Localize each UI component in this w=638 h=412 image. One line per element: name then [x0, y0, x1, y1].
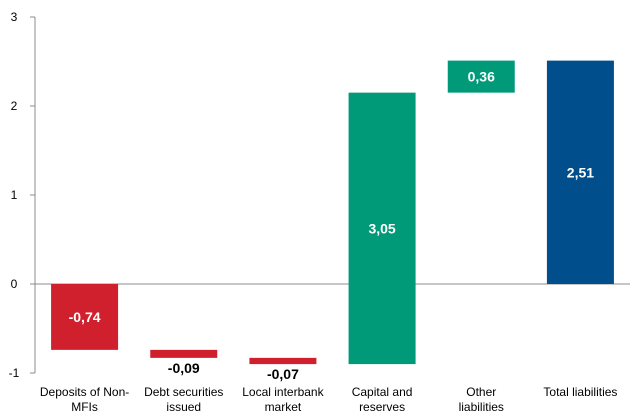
- bar: [546, 60, 614, 284]
- data-label: 3,05: [368, 220, 395, 236]
- category-label-line: MFIs: [71, 400, 98, 412]
- category-label: Total liabilities: [543, 385, 617, 399]
- category-layer: Deposits of Non-MFIs Debt securities issue…: [40, 385, 618, 412]
- category-label-line: reserves: [359, 400, 405, 412]
- label-layer: -0,74 -0,09 -0,07 3,05 0,36 2,51: [69, 69, 595, 382]
- y-tick-label: 3: [11, 10, 18, 24]
- data-label: -0,09: [168, 360, 200, 376]
- category-label: Local interbank market: [242, 385, 324, 412]
- bar: [348, 92, 416, 365]
- y-tick-label: 1: [11, 188, 18, 202]
- axis-layer: -1 0 1 2 3: [9, 10, 630, 380]
- category-label-line: Local interbank: [242, 385, 324, 399]
- category-label: Capital and reserves: [352, 385, 413, 412]
- category-label-line: Total liabilities: [543, 385, 617, 399]
- bar: [249, 357, 317, 365]
- category-label-line: Debt securities: [144, 385, 223, 399]
- data-label: 0,36: [468, 69, 495, 85]
- data-label: -0,74: [69, 309, 101, 325]
- category-label: Debt securities issued: [144, 385, 223, 412]
- category-label-line: issued: [166, 400, 201, 412]
- category-label-line: liabilities: [459, 400, 504, 412]
- y-tick-label: 0: [11, 277, 18, 291]
- data-label: 2,51: [567, 164, 594, 180]
- category-label: Deposits of Non-MFIs: [40, 385, 129, 412]
- data-label: -0,07: [267, 366, 299, 382]
- y-tick-label: 2: [11, 99, 18, 113]
- category-label-line: Capital and: [352, 385, 413, 399]
- y-tick-label: -1: [9, 366, 20, 380]
- category-label-line: Other: [466, 385, 496, 399]
- bar-layer: [51, 60, 614, 365]
- bar: [150, 349, 218, 358]
- bar: [447, 60, 515, 93]
- category-label: Other liabilities: [459, 385, 504, 412]
- bar: [51, 284, 119, 350]
- category-label-line: Deposits of Non-: [40, 385, 129, 399]
- category-label-line: market: [265, 400, 302, 412]
